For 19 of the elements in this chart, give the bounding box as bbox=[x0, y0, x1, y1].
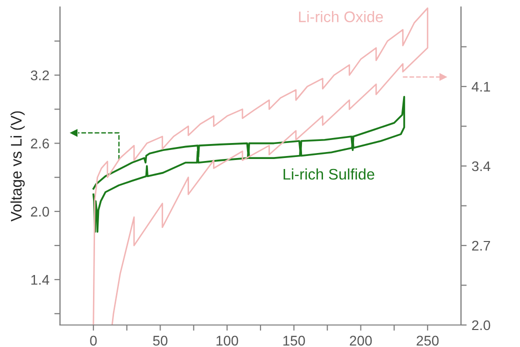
y2-tick-label: 2.0 bbox=[472, 320, 490, 330]
x-tick-label: 150 bbox=[283, 336, 305, 346]
series-label: Li-rich Sulfide bbox=[284, 168, 374, 180]
y-tick-label: 1.4 bbox=[31, 275, 50, 285]
x-tick-label: 50 bbox=[153, 336, 168, 346]
line-series bbox=[92, 7, 428, 325]
y2-tick-label: 2.7 bbox=[472, 240, 490, 251]
y2-tick-label: 4.1 bbox=[472, 82, 490, 92]
series-label: Li-rich Oxide bbox=[299, 11, 383, 22]
x-tick-label: 100 bbox=[216, 336, 238, 346]
y-tick-label: 2.0 bbox=[30, 206, 50, 217]
y-axis-title: Voltage vs Li (V) bbox=[10, 111, 25, 222]
y-tick-label: 2.6 bbox=[30, 138, 49, 148]
x-tick-label: 0 bbox=[90, 336, 97, 346]
x-tick-label: 250 bbox=[416, 336, 439, 346]
x-tick-label: 200 bbox=[350, 336, 372, 346]
y-tick-label: 3.2 bbox=[30, 70, 49, 80]
line-series bbox=[92, 96, 406, 233]
y2-tick-label: 3.4 bbox=[472, 161, 490, 172]
